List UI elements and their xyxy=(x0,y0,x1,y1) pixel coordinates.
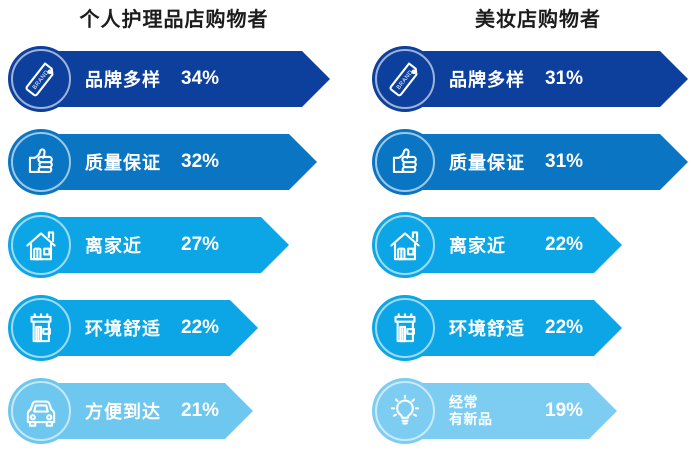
column-personal-care-store: 个人护理品店购物者 品牌多样 34% BRAND 质量保证 32% 离家近 27% 环境舒适 2… xyxy=(8,8,340,450)
bar-label: 质量保证 xyxy=(85,153,161,173)
bar-percent: 22% xyxy=(545,317,584,338)
bar-row: 环境舒适 22% xyxy=(8,295,340,361)
bar-percent: 19% xyxy=(545,400,584,421)
bar-row: 环境舒适 22% xyxy=(372,295,691,361)
bar-row: 经常 有新品 19% xyxy=(372,378,691,444)
bar-label: 离家近 xyxy=(449,236,506,256)
storefront-icon xyxy=(8,295,74,361)
bar-arrow: 经常 有新品 19% xyxy=(404,383,617,439)
storefront-icon xyxy=(372,295,438,361)
bar-label: 品牌多样 xyxy=(449,70,525,90)
bar-arrow: 环境舒适 22% xyxy=(40,300,258,356)
bar-arrow: 离家近 22% xyxy=(404,217,622,273)
bar-percent: 31% xyxy=(545,151,584,172)
bar-row: 方便到达 21% xyxy=(8,378,340,444)
bar-row: 离家近 22% xyxy=(372,212,691,278)
bar-rows: 品牌多样 34% BRAND 质量保证 32% 离家近 27% 环境舒适 22% 方便到达 21% xyxy=(8,46,340,444)
brand-tag-text: BRAND xyxy=(396,69,415,91)
bar-row: 品牌多样 31% BRAND xyxy=(372,46,691,112)
bar-label: 方便到达 xyxy=(85,402,161,422)
bar-rows: 品牌多样 31% BRAND 质量保证 31% 离家近 22% 环境舒适 22% 经常 有新品 19% xyxy=(372,46,691,444)
bar-arrow: 品牌多样 31% xyxy=(404,51,688,107)
bar-row: 离家近 27% xyxy=(8,212,340,278)
bar-arrow: 品牌多样 34% xyxy=(40,51,330,107)
bar-percent: 32% xyxy=(181,151,220,172)
bar-percent: 31% xyxy=(545,68,584,89)
bar-label: 离家近 xyxy=(85,236,142,256)
brand-tag-text: BRAND xyxy=(32,69,51,91)
bar-label: 品牌多样 xyxy=(85,70,161,90)
house-icon xyxy=(372,212,438,278)
bar-arrow: 方便到达 21% xyxy=(40,383,253,439)
bar-row: 质量保证 32% xyxy=(8,129,340,195)
thumbs-up-icon xyxy=(8,129,74,195)
house-icon xyxy=(8,212,74,278)
bar-arrow: 环境舒适 22% xyxy=(404,300,622,356)
thumbs-up-icon xyxy=(372,129,438,195)
bar-percent: 34% xyxy=(181,68,220,89)
bar-arrow: 质量保证 31% xyxy=(404,134,688,190)
bulb-icon xyxy=(372,378,438,444)
bar-row: 质量保证 31% xyxy=(372,129,691,195)
bar-label: 经常 有新品 xyxy=(449,394,545,428)
bar-arrow: 离家近 27% xyxy=(40,217,289,273)
bar-arrow: 质量保证 32% xyxy=(40,134,317,190)
bar-percent: 22% xyxy=(545,234,584,255)
bar-label: 环境舒适 xyxy=(449,319,525,339)
bar-label-line: 有新品 xyxy=(449,411,493,427)
bar-row: 品牌多样 34% BRAND xyxy=(8,46,340,112)
bar-percent: 21% xyxy=(181,400,220,421)
column-title-personal-care: 个人护理品店购物者 xyxy=(79,9,269,31)
column-beauty-store: 美妆店购物者 品牌多样 31% BRAND 质量保证 31% 离家近 22% 环境舒适 22% 经… xyxy=(372,8,691,450)
bar-percent: 22% xyxy=(181,317,220,338)
bar-percent: 27% xyxy=(181,234,220,255)
column-title-beauty: 美妆店购物者 xyxy=(475,9,601,31)
car-icon xyxy=(8,378,74,444)
brand-tag-icon: BRAND xyxy=(8,46,74,112)
bar-label: 质量保证 xyxy=(449,153,525,173)
brand-tag-icon: BRAND xyxy=(372,46,438,112)
bar-label-line: 经常 xyxy=(449,394,478,411)
bar-label: 环境舒适 xyxy=(85,319,161,339)
